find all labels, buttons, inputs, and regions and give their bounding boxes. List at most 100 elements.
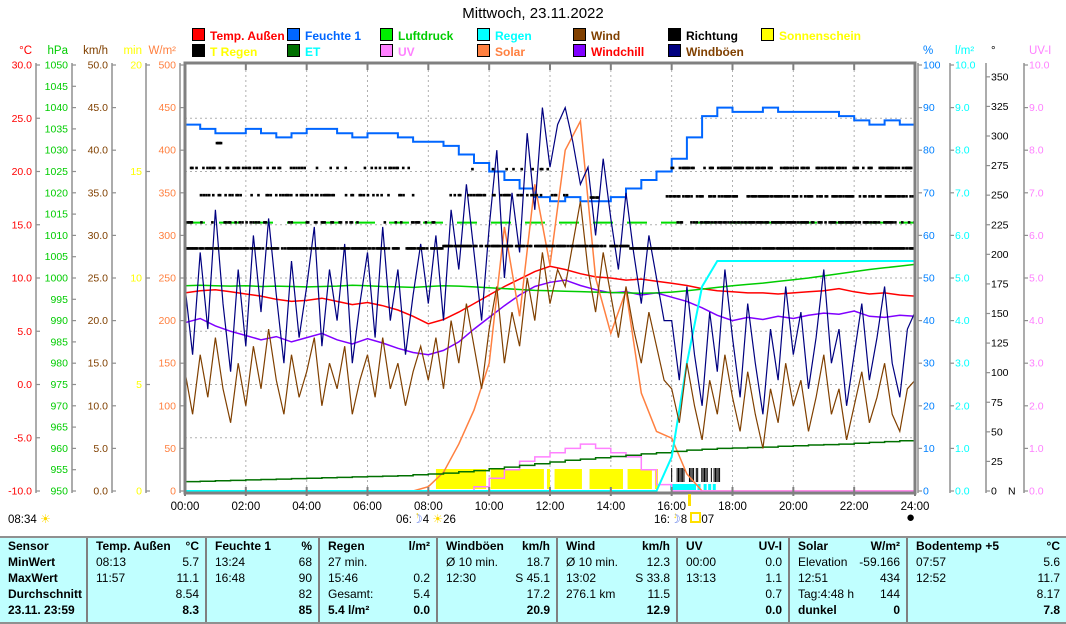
stats-table: Sensor MinWert MaxWert Durchschnitt 23.11. 2… (0, 536, 1066, 624)
axis-tick-label: 10.0 (12, 273, 33, 285)
sunset-minutes: 07 (701, 514, 715, 526)
legend-swatch-solar (477, 44, 490, 57)
axis-tick-label: 1005 (45, 251, 69, 263)
axis-tick-label: 125 (991, 338, 1009, 350)
axis-tick-label: 0.0 (1029, 486, 1044, 498)
sunrise-sun-icon: ☀ (432, 512, 444, 526)
column-unit: l/m² (408, 539, 430, 553)
axis-tick-label: 20.0 (12, 166, 33, 178)
legend-item-wind: Wind (573, 28, 620, 43)
axis-tick-label: 45.0 (88, 102, 109, 114)
legend-swatch-t-regen (192, 44, 205, 57)
legend-item-windchill: Windchill (573, 44, 644, 59)
axis-uvi: UV-I 10.0 9.0 8.0 7.0 6.0 5.0 4.0 3.0 2.0 1.0 0.0 (1023, 45, 1051, 498)
cell-value: 8.17 (1036, 587, 1060, 601)
axis-tick-label: 10.0 (88, 400, 109, 412)
axis-tick-label: 0 (170, 486, 176, 498)
rain-bar (708, 484, 712, 490)
axis-tick-label: 1035 (45, 123, 69, 135)
axis-tick-label: 7.0 (1029, 187, 1044, 199)
legend-label: Solar (495, 45, 526, 59)
legend-item-windb-en: Windböen (668, 44, 744, 59)
cell-value: 20.9 (526, 603, 550, 617)
cell-time: 08:13 (96, 555, 127, 569)
cell-time: 12:52 (916, 571, 947, 585)
legend-label: UV (398, 45, 415, 59)
cell-time: 16:48 (215, 571, 246, 585)
axis-tick-label: 15.0 (12, 219, 33, 231)
moonrise-time-suffix: 4 (422, 514, 430, 526)
axis-tick-label: 990 (50, 315, 68, 327)
axis-tick-label: 50 (164, 443, 176, 455)
table-column-windb-en: Windböen km/h Ø 10 min. 18.7 12:30 S 45.1 17.2… (436, 538, 556, 622)
column-unit: W/m² (870, 539, 900, 553)
cell-value: 5.6 (1043, 555, 1060, 569)
axis-tick-label: -5.0 (14, 432, 32, 444)
axis-min: min 20 15 10 5 0 (123, 45, 150, 498)
row-label: MinWert (8, 555, 56, 569)
axis-tick-label: 970 (50, 400, 68, 412)
cell-value: 0.0 (765, 603, 782, 617)
axis-tick-label: 100 (158, 400, 176, 412)
x-axis-label: 24:00 (901, 501, 930, 513)
axis-tick-label: 35.0 (88, 187, 109, 199)
column-unit: % (301, 539, 312, 553)
axis-tick-label: 4.0 (955, 315, 970, 327)
legend-item-luftdruck: Luftdruck (380, 28, 453, 43)
axis-tick-label: 955 (50, 464, 68, 476)
moonrise-time: 06: (396, 514, 412, 526)
cell-time: 5.4 l/m² (328, 603, 370, 617)
axis-tick-label: 950 (50, 486, 68, 498)
sunshine-bar (435, 469, 487, 489)
cell-value: 144 (879, 587, 900, 601)
axis-tick-label: 15.0 (88, 358, 109, 370)
cell-value: 5.4 (413, 587, 430, 601)
x-axis-label: 20:00 (779, 501, 808, 513)
axis-tick-label: 250 (158, 273, 176, 285)
legend-label: T Regen (210, 45, 258, 59)
axis-tick-label: 960 (50, 443, 68, 455)
axis-tick-label: 985 (50, 336, 68, 348)
axis-tick-label: 1.0 (955, 443, 970, 455)
legend-swatch-wind (573, 28, 586, 41)
axis-tick-label: 9.0 (955, 102, 970, 114)
moonset-marker: 16:☽ ↓ 8 07 (654, 510, 715, 526)
series-et (185, 439, 916, 483)
axis-tick-label: 10.0 (955, 60, 976, 72)
x-tick-marks (184, 64, 916, 496)
moonset-time-suffix: 8 (680, 514, 688, 526)
axis-unit-label: km/h (83, 45, 108, 57)
cell-value: 0.2 (413, 571, 430, 585)
axis-tick-label: 75 (991, 397, 1003, 409)
cell-value: 8.3 (182, 603, 199, 617)
weather-chart: °C 30.0 25.0 20.0 15.0 10.0 5.0 0.0 -5.0 -10.0 hPa… (8, 45, 1051, 513)
legend-swatch-windchill (573, 44, 586, 57)
cell-value: 82 (298, 587, 312, 601)
cell-time: 12:51 (798, 571, 829, 585)
axis-tick-label: 5.0 (1029, 273, 1044, 285)
sunshine-bar (589, 469, 623, 489)
axis-tick-label: 10 (923, 443, 935, 455)
sunshine-bar (490, 469, 544, 489)
axis-unit-label: l/m² (955, 45, 974, 57)
axis-tick-label: 350 (991, 71, 1009, 83)
gridlines (185, 65, 915, 491)
axis-tick-label: 20.0 (88, 315, 109, 327)
column-title: Windböen (446, 539, 504, 553)
legend-label: Regen (495, 29, 532, 43)
column-unit: km/h (521, 539, 550, 553)
axis-tick-label: 80 (923, 145, 935, 157)
axis-tick-label: 500 (158, 60, 176, 72)
column-unit: UV-I (758, 539, 782, 553)
axis-tick-label: 965 (50, 422, 68, 434)
axis-tick-label: 1.0 (1029, 443, 1044, 455)
axis-tick-label: 0 (136, 486, 142, 498)
cell-time: 13:13 (686, 571, 717, 585)
chart-svg: °C 30.0 25.0 20.0 15.0 10.0 5.0 0.0 -5.0 -10.0 hPa… (8, 45, 1051, 513)
cell-time: 13:02 (566, 571, 597, 585)
axis-tick-label: 3.0 (1029, 358, 1044, 370)
axis-tick-label: 50 (923, 273, 935, 285)
x-axis-label: 14:00 (596, 501, 625, 513)
moonrise-icon: ☽ ↑ (412, 510, 423, 526)
